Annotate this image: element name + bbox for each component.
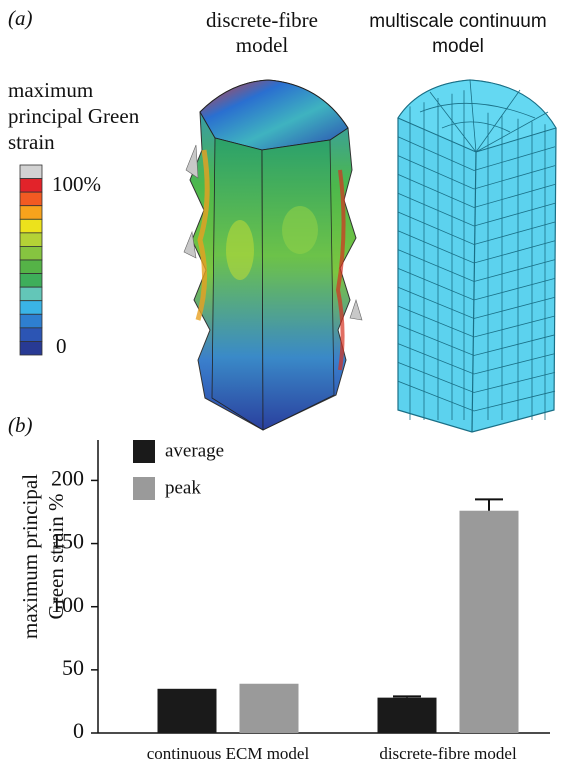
colorbar-cell [20,192,42,206]
colorbar-cell [20,179,42,193]
page: {"panel_a": {"label": "(a)", "model_titl… [0,0,566,769]
y-tick-label: 200 [51,465,84,490]
colorbar-title: principal Green [8,104,140,128]
error-bar [393,696,421,697]
legend-swatch [133,477,155,500]
model-title: model [236,33,289,57]
bar [158,689,217,733]
x-tick-label: discrete-fibre model [379,744,517,763]
bar [460,511,519,733]
colorbar-cell [20,301,42,315]
bar [240,684,299,733]
y-axis-label: Green strain % [44,494,68,620]
colorbar-title: strain [8,130,55,154]
model-title: model [432,36,484,57]
continuum-render [398,80,556,432]
legend-swatch [133,440,155,463]
colorbar-cell [20,219,42,233]
discrete-fibre-render [184,80,362,430]
colorbar-cell [20,165,42,179]
figure: (a) discrete-fibre model multiscale cont… [0,0,566,769]
legend-label: average [165,440,224,461]
colorbar-cell [20,274,42,288]
y-axis-label: maximum principal [18,474,42,639]
x-tick-label: continuous ECM model [147,744,310,763]
colorbar-cell [20,314,42,328]
colorbar-cell [20,287,42,301]
colorbar-label: 100% [52,172,101,196]
bar [378,698,437,733]
colorbar-title: maximum [8,78,93,102]
error-bar [475,499,503,510]
colorbar-cell [20,341,42,355]
model-title: discrete-fibre [206,8,318,32]
colorbar-cell [20,233,42,247]
y-tick-label: 50 [62,655,84,680]
colorbar-cell [20,328,42,342]
colorbar-cell [20,246,42,260]
legend-label: peak [165,477,201,498]
colorbar-label: 0 [56,334,67,358]
y-tick-label: 0 [73,718,84,743]
colorbar [20,165,42,355]
model-title: multiscale continuum [369,11,546,32]
panel-label: (a) [8,6,33,30]
colorbar-cell [20,206,42,220]
colorbar-cell [20,260,42,274]
panel-label: (b) [8,413,33,437]
